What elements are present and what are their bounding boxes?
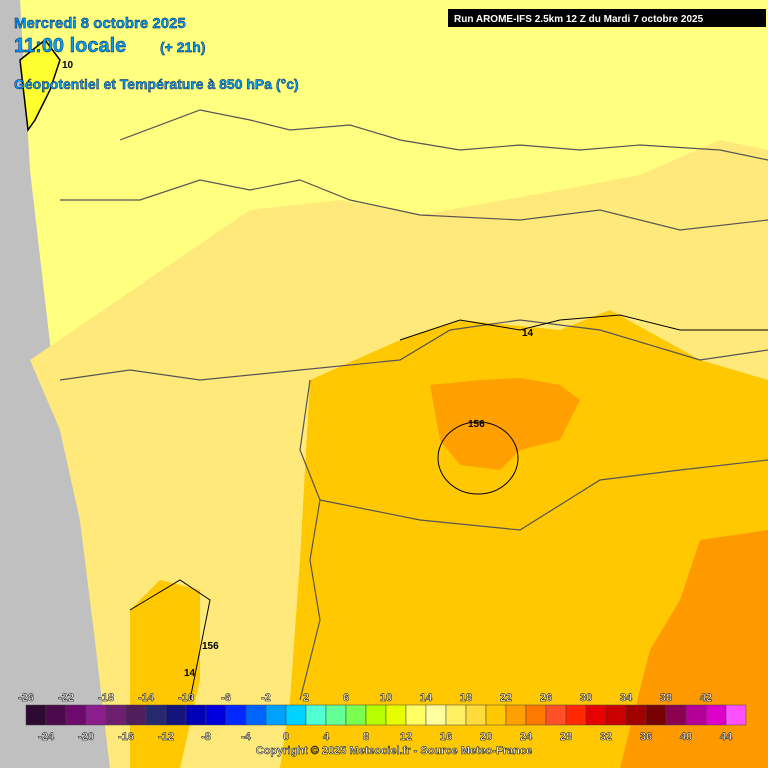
legend-label: 14 <box>420 692 433 704</box>
legend-label: 22 <box>500 692 512 704</box>
contour-label: 14 <box>184 668 196 679</box>
legend-label: -4 <box>241 731 252 743</box>
legend-swatch <box>125 704 147 726</box>
border-line <box>319 459 768 531</box>
legend-swatch <box>145 704 167 726</box>
legend-label: -10 <box>178 692 194 704</box>
legend-label: 10 <box>380 692 392 704</box>
legend-label: -26 <box>18 692 34 704</box>
legend-label: -16 <box>118 731 134 743</box>
isotherm-14 <box>129 579 211 701</box>
legend-label: 18 <box>460 692 472 704</box>
legend-label: -18 <box>98 692 114 704</box>
legend-swatch <box>565 704 587 726</box>
legend-swatch <box>665 704 687 726</box>
sea <box>0 0 110 768</box>
contour-label: 156 <box>468 419 485 430</box>
lead-time: (+ 21h) <box>160 39 206 55</box>
legend-swatch <box>305 704 327 726</box>
legend-label: 32 <box>600 731 612 743</box>
legend-label: 0 <box>283 731 289 743</box>
legend-swatch <box>85 704 107 726</box>
legend-label: -12 <box>158 731 174 743</box>
legend-label: -24 <box>38 731 55 743</box>
legend-label: 42 <box>700 692 712 704</box>
legend-swatch <box>385 704 407 726</box>
legend-label: 24 <box>520 731 533 743</box>
legend: -26 -22 -18 -14 -10 -6 -2 2 6 10 14 18 22 26 30 34 38 42-… <box>18 692 747 743</box>
contour-label: 14 <box>522 328 534 339</box>
legend-label: 44 <box>720 731 733 743</box>
border-line <box>59 319 768 381</box>
legend-swatch <box>585 704 607 726</box>
legend-label: 2 <box>303 692 309 704</box>
legend-swatch <box>445 704 467 726</box>
legend-swatch <box>405 704 427 726</box>
legend-label: 8 <box>363 731 369 743</box>
legend-label: 6 <box>343 692 349 704</box>
time: 11:00 locale <box>14 35 126 57</box>
legend-swatch <box>425 704 447 726</box>
legend-label: -2 <box>261 692 271 704</box>
legend-swatch <box>605 704 627 726</box>
legend-swatch <box>185 704 207 726</box>
date: Mercredi 8 octobre 2025 <box>14 15 186 32</box>
legend-label: 30 <box>580 692 592 704</box>
legend-label: 28 <box>560 731 572 743</box>
run-box <box>448 9 766 27</box>
legend-swatch <box>65 704 87 726</box>
run-info: Run AROME-IFS 2.5km 12 Z du Mardi 7 octo… <box>454 14 704 25</box>
legend-label: 16 <box>440 731 452 743</box>
border-line <box>299 379 321 701</box>
copyright: Copyright © 2025 Meteociel.fr - Source M… <box>256 745 532 757</box>
legend-swatch <box>345 704 367 726</box>
legend-swatch <box>725 704 747 726</box>
legend-swatch <box>45 704 67 726</box>
legend-swatch <box>645 704 667 726</box>
legend-label: -14 <box>138 692 155 704</box>
legend-swatch <box>505 704 527 726</box>
border-line <box>60 179 768 231</box>
legend-swatch <box>205 704 227 726</box>
coastline <box>119 109 768 161</box>
legend-label: -22 <box>58 692 74 704</box>
legend-swatch <box>285 704 307 726</box>
isotherm-14 <box>399 314 768 341</box>
legend-label: 20 <box>480 731 492 743</box>
temp-zone-18 <box>280 310 768 768</box>
contour-label: 10 <box>62 60 74 71</box>
legend-swatch <box>325 704 347 726</box>
legend-label: -20 <box>78 731 94 743</box>
temp-zone-20 <box>430 378 580 470</box>
legend-swatch <box>545 704 567 726</box>
legend-label: 40 <box>680 731 692 743</box>
legend-label: 12 <box>400 731 412 743</box>
legend-swatch <box>625 704 647 726</box>
legend-label: 26 <box>540 692 552 704</box>
legend-swatch <box>465 704 487 726</box>
legend-label: 4 <box>323 731 330 743</box>
legend-label: 36 <box>640 731 652 743</box>
legend-swatch <box>485 704 507 726</box>
legend-swatch <box>225 704 247 726</box>
legend-swatch <box>705 704 727 726</box>
field-title: Géopotentiel et Température à 850 hPa (°… <box>14 76 299 92</box>
contour-label: 156 <box>202 641 219 652</box>
temp-zone-10 <box>19 38 61 133</box>
isoheight-156 <box>437 421 519 495</box>
legend-label: 34 <box>620 692 633 704</box>
legend-swatch <box>685 704 707 726</box>
legend-swatch <box>245 704 267 726</box>
legend-swatch <box>525 704 547 726</box>
legend-swatch <box>165 704 187 726</box>
legend-label: -8 <box>201 731 211 743</box>
legend-swatch <box>25 704 47 726</box>
legend-label: 38 <box>660 692 672 704</box>
legend-swatch <box>105 704 127 726</box>
legend-swatch <box>265 704 287 726</box>
legend-swatch <box>365 704 387 726</box>
legend-label: -6 <box>221 692 231 704</box>
